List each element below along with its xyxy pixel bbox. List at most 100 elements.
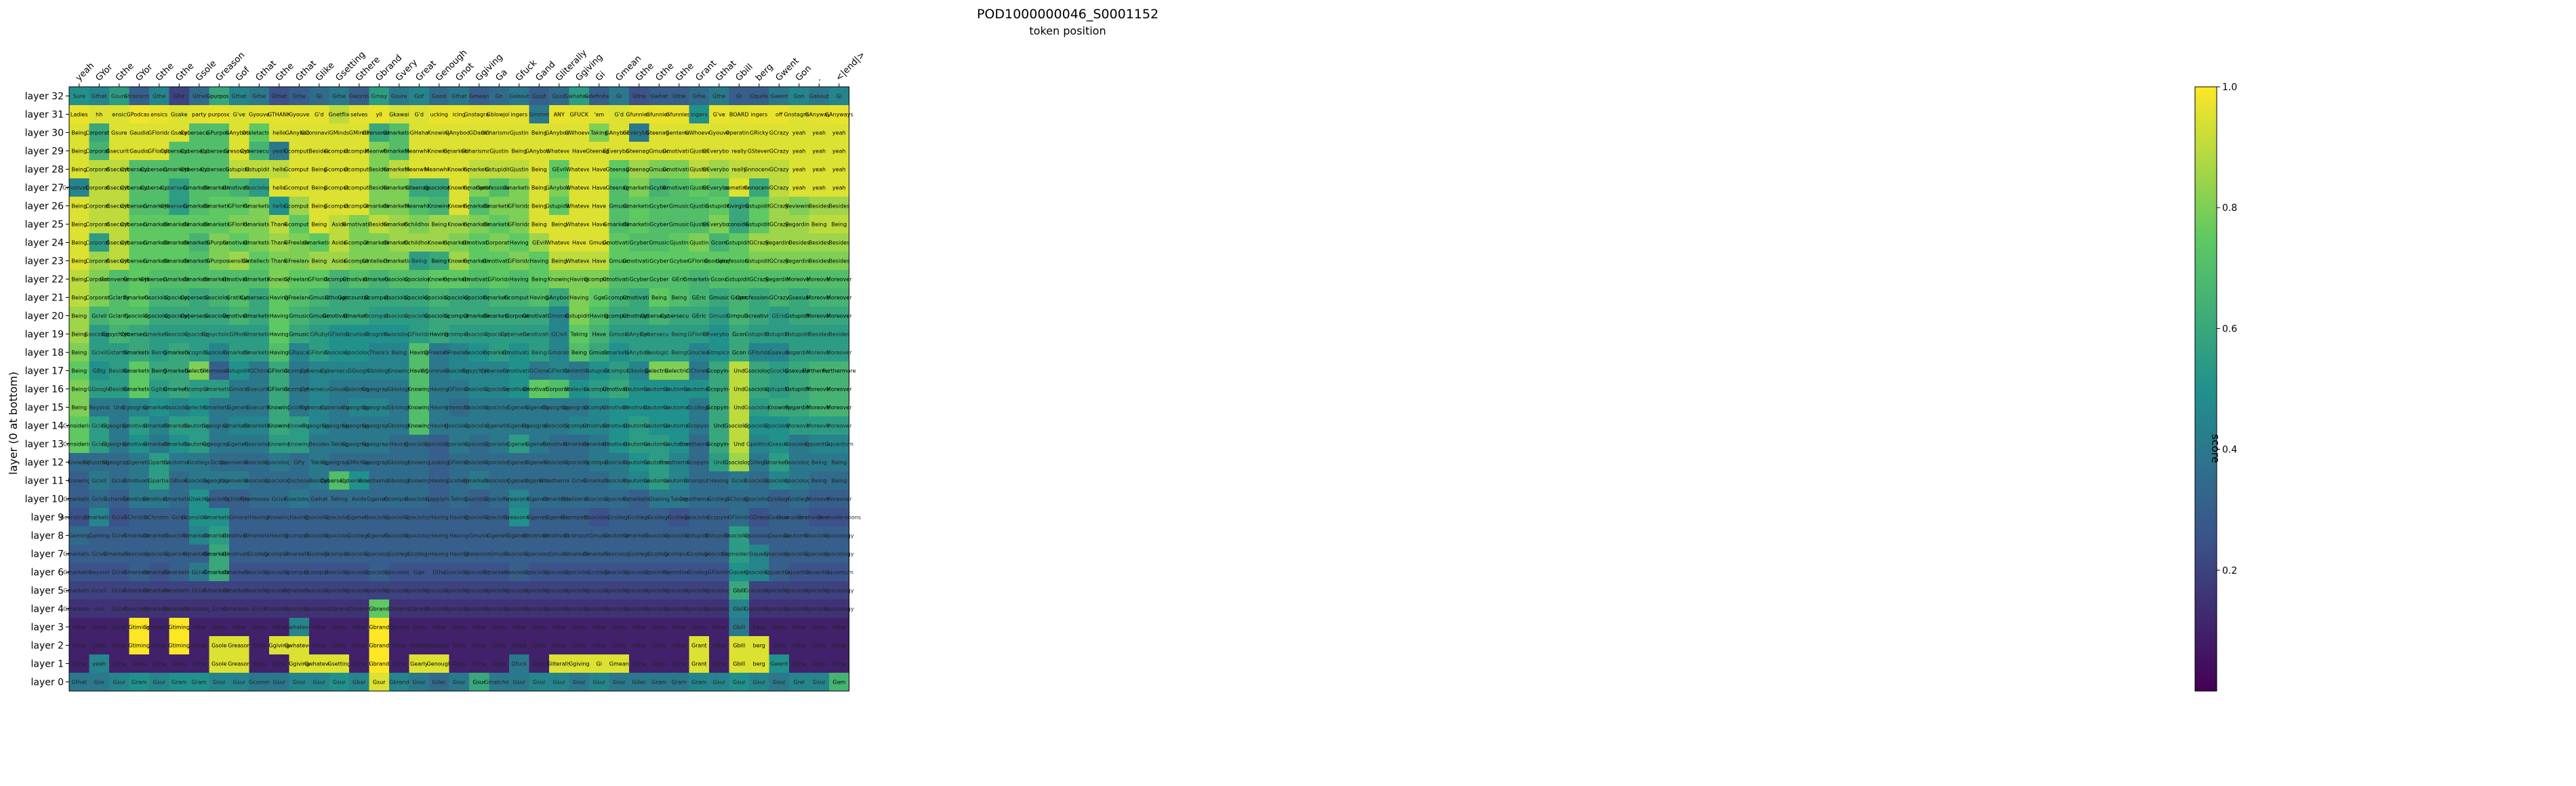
- cell-label: Besides: [308, 441, 329, 448]
- cell-label: Gmarketing: [163, 258, 195, 264]
- cell-label: Gtropical: [707, 350, 731, 356]
- cell-label: Gapplying: [425, 496, 453, 503]
- heatmap-cell: [649, 288, 670, 307]
- cell-label: Knowing: [428, 277, 451, 283]
- heatmap-cell: [669, 123, 689, 142]
- heatmap-cell: [269, 252, 289, 271]
- heatmap-cell: [709, 307, 729, 326]
- cell-label: GFlorida: [688, 258, 711, 264]
- cell-label: Being: [811, 460, 827, 466]
- cell-label: GEvil: [552, 167, 566, 173]
- heatmap-cell: [129, 87, 150, 106]
- cell-label: Being: [71, 313, 87, 319]
- cell-label: Gcomputer: [284, 167, 315, 173]
- heatmap-cell: [789, 160, 809, 179]
- cell-label: There's: [369, 350, 389, 356]
- cell-label: Gmarketing: [243, 222, 275, 228]
- heatmap-cell: [449, 105, 470, 124]
- heatmap-cell: [789, 197, 809, 216]
- cell-label: Gcopying: [706, 405, 732, 411]
- cell-label: GCrazy: [769, 222, 789, 228]
- cell-label: Gcyber: [629, 240, 649, 246]
- heatmap-cell: [449, 160, 470, 179]
- heatmap-cell: [569, 87, 590, 106]
- x-tick-label: Gthe: [174, 61, 196, 83]
- heatmap-cell: [829, 307, 849, 326]
- cell-label: Gmotivation: [622, 313, 656, 319]
- cell-label: Gsake: [171, 130, 188, 136]
- heatmap-cell: [669, 160, 689, 179]
- cell-label: Gbrand: [369, 661, 389, 667]
- heatmap-cell: [289, 160, 310, 179]
- heatmap-cell: [309, 178, 329, 197]
- heatmap-cell: [449, 288, 470, 307]
- cell-label: Being: [531, 350, 547, 356]
- cell-label: Gcyber: [649, 258, 669, 264]
- heatmap-cell: [729, 87, 750, 106]
- cell-label: GAnybody: [605, 130, 634, 136]
- heatmap-cell: [89, 215, 110, 234]
- cell-label: Gratitude: [226, 295, 252, 301]
- cell-label: Aside: [331, 222, 346, 228]
- heatmap-cell: [429, 252, 449, 271]
- cell-label: GRicky: [750, 130, 769, 136]
- heatmap-cell: [689, 233, 710, 252]
- heatmap-cell: [149, 325, 169, 344]
- cell-label: Und: [714, 423, 725, 429]
- cell-label: Gbar: [353, 680, 366, 686]
- cell-label: Cybersecurity: [140, 277, 178, 283]
- cell-label: Gthat: [451, 94, 466, 100]
- cell-label: Gsociology: [824, 606, 854, 612]
- y-tick-label: layer 10: [25, 494, 64, 505]
- y-tick-label: layer 14: [25, 421, 64, 432]
- heatmap-cell: [149, 307, 169, 326]
- cell-label: Moreover: [826, 350, 852, 356]
- cell-label: Gsur: [752, 680, 765, 686]
- cell-label: Being: [531, 277, 547, 283]
- cell-label: Cybersecurity: [240, 149, 278, 155]
- cell-label: GEverybody: [702, 149, 736, 155]
- cell-label: Gthat: [72, 680, 87, 686]
- cell-label: Und: [733, 441, 744, 448]
- cell-label: Gsociology: [384, 277, 414, 283]
- cell-label: Greason: [228, 661, 250, 667]
- cell-label: GMinds: [349, 130, 369, 136]
- cell-label: Being: [311, 203, 327, 210]
- cell-label: Knowing: [548, 277, 571, 283]
- cell-label: Cybersecurity: [120, 222, 158, 228]
- cell-label: Gnstagram: [784, 112, 814, 118]
- heatmap-cell: [169, 160, 190, 179]
- cell-label: Having: [510, 240, 529, 246]
- cell-label: GDress: [749, 515, 769, 521]
- heatmap-cell: [649, 178, 670, 197]
- cell-label: Being: [551, 222, 567, 228]
- heatmap-cell: [749, 215, 769, 234]
- cell-label: Gthe: [613, 625, 626, 631]
- cell-label: GAnyways: [805, 112, 833, 118]
- cell-label: Gsociology: [824, 533, 854, 539]
- cell-label: yeah: [812, 185, 826, 191]
- cell-label: Being: [411, 258, 427, 264]
- heatmap-cell: [669, 288, 689, 307]
- cell-label: Gcomputer: [444, 313, 475, 319]
- cell-label: Gsociology: [444, 295, 474, 301]
- cell-label: GAnybody: [545, 295, 573, 301]
- heatmap-cell: [429, 325, 449, 344]
- cell-label: Gmarketing: [463, 167, 495, 173]
- cell-label: Looking: [428, 460, 449, 466]
- heatmap-cell: [809, 142, 830, 161]
- cell-label: Gthe: [333, 625, 346, 631]
- cell-label: Aside: [331, 240, 346, 246]
- cell-label: Gmmm: [529, 112, 549, 118]
- cell-label: Gmarketing: [623, 185, 655, 191]
- cell-label: Gcomputer: [344, 203, 374, 210]
- heatmap-cell: [129, 270, 150, 289]
- cell-label: Gcomputer: [584, 277, 614, 283]
- chart-title: POD1000000046_S0001152: [976, 7, 1159, 22]
- cell-label: Gcognitive: [365, 332, 394, 338]
- heatmap-cell: [369, 270, 390, 289]
- heatmap-cell: [269, 325, 289, 344]
- heatmap-cell: [529, 87, 550, 106]
- heatmap-cell: [749, 105, 769, 124]
- cell-label: Gsur: [213, 680, 226, 686]
